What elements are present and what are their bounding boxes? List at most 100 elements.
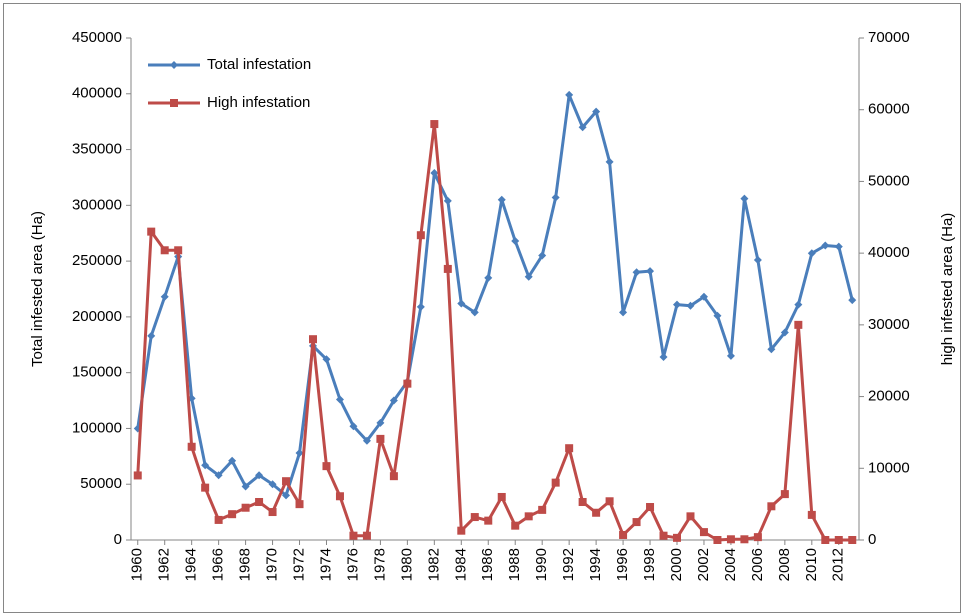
y2-tick-label: 50000 <box>868 172 910 189</box>
data-point <box>268 480 277 489</box>
x-tick-label: 2000 <box>668 548 685 581</box>
data-point <box>646 503 655 512</box>
data-point <box>538 251 547 260</box>
data-point <box>403 379 412 388</box>
x-tick-label: 1986 <box>479 548 496 581</box>
x-tick-label: 1964 <box>183 548 200 581</box>
data-point <box>780 328 789 337</box>
data-point <box>335 492 344 501</box>
data-point <box>605 497 614 506</box>
data-point <box>551 478 560 487</box>
x-tick-label: 1972 <box>290 548 307 581</box>
data-point <box>376 418 385 427</box>
data-point <box>160 292 169 301</box>
data-point <box>147 331 156 340</box>
y-tick-label: 450000 <box>72 29 122 46</box>
data-point <box>389 472 398 481</box>
x-tick-label: 1992 <box>560 548 577 581</box>
data-point <box>619 530 628 539</box>
data-point <box>255 497 264 506</box>
data-point <box>753 255 762 264</box>
data-point <box>524 272 533 281</box>
data-point <box>699 528 708 537</box>
data-point <box>484 273 493 282</box>
data-point <box>767 502 776 511</box>
y-tick-label: 350000 <box>72 141 122 158</box>
data-point <box>201 461 210 470</box>
data-point <box>565 444 574 453</box>
data-point <box>457 526 466 535</box>
data-point <box>349 531 358 540</box>
data-point <box>430 168 439 177</box>
data-point <box>497 195 506 204</box>
data-point <box>228 510 237 519</box>
data-point <box>646 267 655 276</box>
data-point <box>133 471 142 480</box>
data-point <box>295 448 304 457</box>
data-point <box>430 120 439 129</box>
x-tick-label: 1998 <box>641 548 658 581</box>
data-point <box>160 246 169 255</box>
x-tick-label: 1984 <box>452 548 469 581</box>
data-point <box>255 471 264 480</box>
data-point <box>295 500 304 509</box>
y2-axis-label: high infested area (Ha) <box>939 213 956 366</box>
data-point <box>686 301 695 310</box>
data-point <box>686 512 695 521</box>
x-tick-label: 1960 <box>129 548 146 581</box>
x-tick-label: 1994 <box>587 548 604 581</box>
x-tick-label: 1982 <box>425 548 442 581</box>
data-point <box>322 462 331 471</box>
series-line <box>136 93 854 497</box>
data-point <box>174 246 183 255</box>
data-point <box>538 505 547 514</box>
legend-marker <box>170 61 178 69</box>
data-point <box>605 157 614 166</box>
data-point <box>726 351 735 360</box>
data-point <box>673 300 681 309</box>
data-point <box>565 90 574 99</box>
data-point <box>578 123 587 132</box>
data-point <box>214 471 223 480</box>
y-tick-label: 150000 <box>72 364 122 381</box>
y-tick-label: 400000 <box>72 85 122 102</box>
x-tick-label: 2008 <box>776 548 793 581</box>
chart-border <box>3 3 961 613</box>
data-point <box>753 533 762 542</box>
x-tick-label: 1988 <box>506 548 523 581</box>
data-point <box>632 268 641 277</box>
data-point <box>335 395 344 404</box>
x-tick-label: 1962 <box>156 548 173 581</box>
data-point <box>524 512 533 521</box>
data-point <box>497 492 506 501</box>
legend-label: High infestation <box>207 94 310 111</box>
data-point <box>632 518 641 527</box>
data-point <box>794 320 803 329</box>
data-point <box>834 242 843 251</box>
x-tick-label: 1990 <box>533 548 550 581</box>
data-point <box>713 536 722 544</box>
data-point <box>740 535 749 544</box>
y-tick-label: 250000 <box>72 252 122 269</box>
data-point <box>821 536 830 544</box>
data-point <box>241 482 250 491</box>
x-tick-label: 1976 <box>344 548 361 581</box>
data-point <box>443 264 452 273</box>
x-tick-label: 1966 <box>210 548 227 581</box>
data-point <box>713 311 722 320</box>
data-point <box>619 308 628 317</box>
data-point <box>241 503 250 512</box>
data-point <box>699 292 708 301</box>
data-point <box>551 193 560 202</box>
data-point <box>848 296 857 305</box>
data-point <box>416 231 425 240</box>
data-point <box>592 107 601 116</box>
data-point <box>309 335 317 344</box>
legend-marker <box>170 99 178 107</box>
data-point <box>780 490 789 499</box>
data-point <box>673 533 681 542</box>
data-point <box>592 508 601 517</box>
y-tick-label: 0 <box>114 531 122 548</box>
data-point <box>282 491 291 500</box>
x-tick-label: 1996 <box>614 548 631 581</box>
